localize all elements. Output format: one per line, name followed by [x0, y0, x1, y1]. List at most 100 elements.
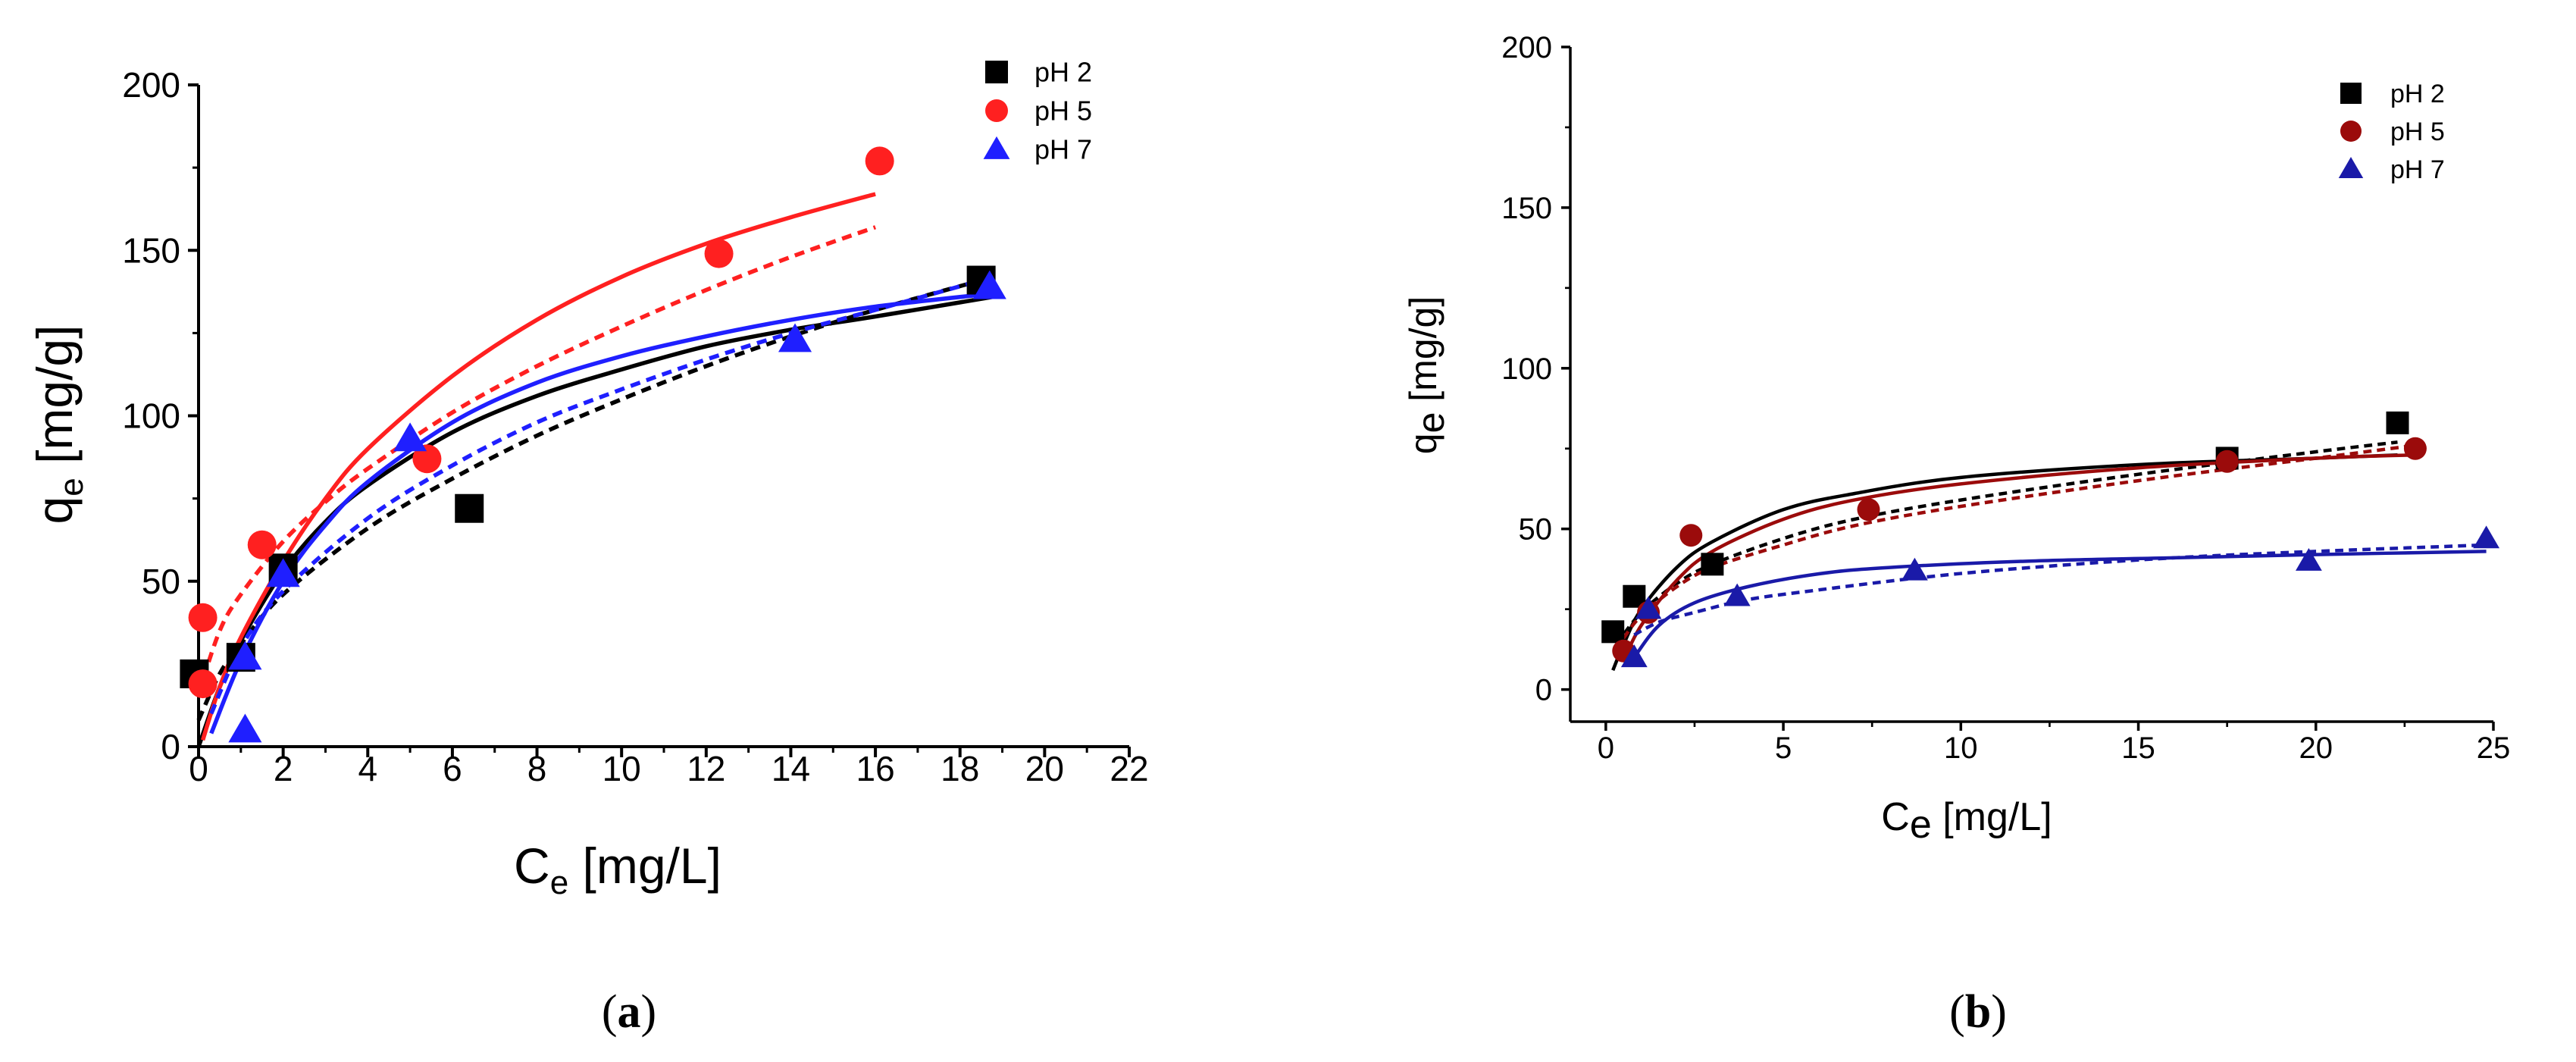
fit-curve-dashed-ph-7 [209, 274, 995, 715]
x-tick-label: 0 [1598, 731, 1614, 765]
fit-curve-dashed-ph-5 [196, 225, 877, 695]
panel-a-legend: pH 2 pH 5 pH 7 [983, 57, 1092, 165]
y-tick-label: 200 [1501, 31, 1552, 64]
data-point-ph-5 [2403, 437, 2427, 460]
panel-a-x-label-main: C [514, 838, 550, 894]
legend-label-ph-2: pH 2 [2390, 80, 2445, 108]
legend-marker-ph-7 [983, 136, 1010, 159]
panel-b-fit-curves [1611, 440, 2487, 672]
panel-b-x-label-main: C [1881, 795, 1910, 839]
panel-a-data-points [180, 146, 1006, 743]
legend-label-ph-7: pH 7 [1034, 134, 1092, 165]
x-tick-label: 0 [189, 749, 208, 788]
data-point-ph-5 [865, 146, 894, 176]
x-tick-label: 14 [772, 749, 810, 788]
panel-a-x-label-sub: e [550, 864, 568, 901]
fit-curve-dashed-ph-2 [196, 274, 995, 722]
panel-b-caption-open: ( [1949, 986, 1965, 1038]
y-tick-label: 200 [122, 65, 180, 105]
x-tick-label: 20 [1025, 749, 1064, 788]
data-point-ph-7 [972, 270, 1006, 299]
data-point-ph-2 [1701, 553, 1724, 576]
fit-curve-solid-ph-5 [200, 192, 876, 741]
data-point-ph-5 [704, 239, 734, 268]
y-tick-label: 100 [122, 396, 180, 436]
data-point-ph-2 [2386, 411, 2409, 434]
x-tick-label: 25 [2477, 731, 2511, 765]
data-point-ph-5 [1857, 498, 1880, 522]
x-tick-label: 4 [358, 749, 377, 788]
panel-b-y-label-main: q [1402, 433, 1445, 454]
data-point-ph-7 [1635, 596, 1662, 619]
legend-marker-ph-5 [2340, 121, 2362, 142]
data-point-ph-5 [188, 603, 218, 632]
panel-a-y-axis-label: qe [mg/g] [27, 325, 90, 525]
panel-b-legend: pH 2 pH 5 pH 7 [2338, 80, 2445, 184]
data-point-ph-7 [1620, 644, 1648, 668]
x-tick-label: 18 [941, 749, 979, 788]
data-point-ph-5 [1679, 524, 1703, 547]
data-point-ph-7 [228, 641, 262, 670]
fit-curve-solid-ph-7 [1632, 550, 2487, 659]
data-point-ph-5 [2215, 450, 2239, 473]
x-tick-label: 20 [2299, 731, 2333, 765]
x-tick-label: 8 [527, 749, 547, 788]
x-tick-label: 2 [274, 749, 293, 788]
fit-curve-dashed-ph-7 [1633, 543, 2487, 637]
x-tick-label: 12 [687, 749, 725, 788]
legend-marker-ph-2 [985, 61, 1008, 83]
legend-label-ph-5: pH 5 [2390, 117, 2445, 146]
y-tick-label: 100 [1501, 352, 1552, 386]
panel-b-data-points [1601, 411, 2500, 668]
y-tick-label: 50 [142, 562, 180, 601]
x-tick-label: 6 [443, 749, 462, 788]
panel-b-x-label-rest: [mg/L] [1932, 795, 2052, 839]
data-point-ph-5 [188, 669, 218, 699]
panel-a-caption-close: ) [641, 986, 657, 1038]
panel-a-caption: (a) [602, 986, 656, 1038]
legend-marker-ph-5 [985, 99, 1008, 122]
fit-curve-solid-ph-5 [1622, 453, 2415, 662]
data-point-ph-2 [455, 493, 484, 523]
panel-b-y-label-sub: e [1410, 412, 1452, 434]
panel-b-caption-letter: b [1965, 986, 1991, 1038]
panel-a-y-label-main: q [27, 497, 83, 525]
data-point-ph-7 [1723, 583, 1751, 606]
panel-b-y-axis-label: qe [mg/g] [1402, 296, 1452, 454]
y-tick-label: 0 [1535, 674, 1552, 707]
panel-a-x-label-rest: [mg/L] [568, 838, 721, 894]
x-tick-label: 15 [2121, 731, 2155, 765]
x-tick-label: 22 [1110, 749, 1148, 788]
fit-curve-dashed-ph-5 [1622, 443, 2416, 640]
y-tick-label: 150 [122, 230, 180, 270]
panel-b-y-label-rest: [mg/g] [1402, 296, 1445, 412]
data-point-ph-7 [393, 422, 427, 452]
data-point-ph-7 [778, 323, 812, 352]
panel-a-caption-letter: a [618, 986, 641, 1038]
legend-marker-ph-2 [2340, 83, 2362, 104]
x-tick-label: 16 [856, 749, 895, 788]
x-tick-label: 10 [603, 749, 641, 788]
panel-b-x-axis-label: Ce [mg/L] [1881, 795, 2052, 847]
data-point-ph-5 [247, 530, 277, 559]
data-point-ph-7 [228, 713, 262, 743]
panel-a-axes: 0 2 4 6 8 10 12 14 16 18 20 22 0 50 100 150 200 [122, 65, 1148, 788]
panel-b-axes: 0 5 10 15 20 25 0 50 100 150 200 [1501, 31, 2510, 765]
data-point-ph-7 [1901, 557, 1928, 581]
data-point-ph-5 [412, 444, 442, 474]
legend-label-ph-7: pH 7 [2390, 155, 2445, 184]
data-point-ph-7 [2473, 525, 2500, 549]
legend-marker-ph-7 [2338, 157, 2364, 178]
chart-panel-a: 0 2 4 6 8 10 12 14 16 18 20 22 0 50 100 150 200 pH 2 pH 5… [27, 57, 1149, 1038]
data-point-ph-7 [266, 558, 300, 587]
panel-a-y-label-rest: [mg/g] [27, 325, 83, 478]
legend-label-ph-5: pH 5 [1034, 96, 1092, 127]
panel-a-caption-open: ( [602, 986, 618, 1038]
y-tick-label: 150 [1501, 192, 1552, 225]
y-tick-label: 0 [161, 727, 180, 766]
panel-a-x-axis-label: Ce [mg/L] [514, 838, 721, 901]
legend-label-ph-2: pH 2 [1034, 57, 1092, 88]
panel-b-caption-close: ) [1991, 986, 2007, 1038]
